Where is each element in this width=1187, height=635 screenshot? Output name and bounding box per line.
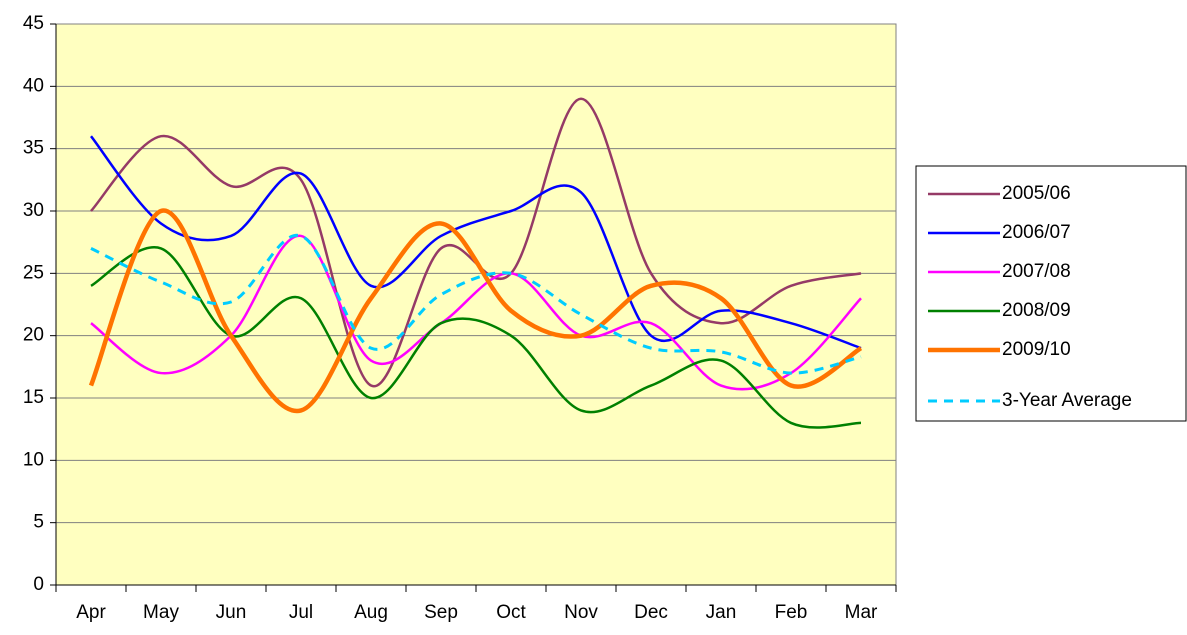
x-tick-label: Nov xyxy=(564,602,598,623)
series-line xyxy=(90,246,862,429)
y-tick-label: 10 xyxy=(23,449,44,470)
y-tick-label: 0 xyxy=(33,574,44,595)
series-line xyxy=(90,135,862,350)
x-tick-label: Aug xyxy=(354,602,388,623)
legend-label: 2007/08 xyxy=(1002,261,1071,282)
legend-label: 2008/09 xyxy=(1002,300,1071,321)
y-tick-label: 30 xyxy=(23,200,44,221)
x-tick-label: Mar xyxy=(845,602,878,623)
legend-label: 3-Year Average xyxy=(1002,390,1132,411)
x-tick-label: May xyxy=(143,602,179,623)
legend-label: 2005/06 xyxy=(1002,183,1071,204)
plot-area xyxy=(55,23,897,586)
y-tick-label: 20 xyxy=(23,325,44,346)
x-tick-label: Apr xyxy=(76,602,106,623)
x-tick-label: Sep xyxy=(424,602,458,623)
y-tick-label: 45 xyxy=(23,13,44,34)
legend-label: 2009/10 xyxy=(1002,339,1071,360)
series-line xyxy=(88,208,863,414)
legend xyxy=(915,165,1187,422)
x-tick-label: Jun xyxy=(216,602,247,623)
x-tick-label: Jan xyxy=(706,602,737,623)
y-tick-label: 25 xyxy=(23,262,44,283)
series-line xyxy=(90,234,862,375)
x-tick-label: Dec xyxy=(634,602,668,623)
y-tick-label: 35 xyxy=(23,138,44,159)
y-tick-label: 15 xyxy=(23,387,44,408)
y-tick-label: 5 xyxy=(33,512,44,533)
y-tick-label: 40 xyxy=(23,75,44,96)
series-line xyxy=(90,97,862,388)
x-tick-label: Feb xyxy=(775,602,808,623)
x-tick-label: Oct xyxy=(496,602,526,623)
legend-label: 2006/07 xyxy=(1002,222,1071,243)
x-tick-label: Jul xyxy=(289,602,313,623)
